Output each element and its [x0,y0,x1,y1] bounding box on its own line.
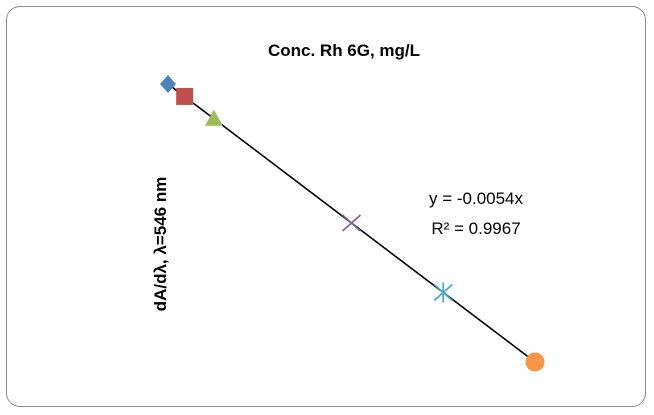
data-point-circle [525,352,545,372]
data-point-triangle [204,109,223,126]
trendline-r-squared: R² = 0.9967 [431,219,520,238]
chart-area [6,6,646,407]
data-point-x [341,214,362,232]
data-point-star [433,282,453,303]
plot-layer [160,75,545,372]
chart-title: Conc. Rh 6G, mg/L [268,41,420,60]
y-axis-label: dA/dλ, λ=546 nm [151,177,170,312]
trendline-equation: y = -0.0054x [429,189,524,208]
data-point-square [176,87,194,105]
data-point-diamond [160,75,176,93]
